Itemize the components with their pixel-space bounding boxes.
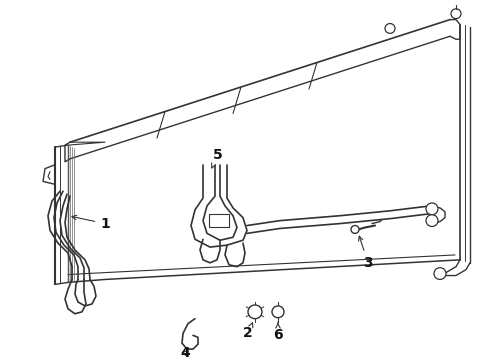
- Text: 3: 3: [359, 236, 373, 270]
- Circle shape: [385, 23, 395, 33]
- Circle shape: [272, 306, 284, 318]
- Text: 5: 5: [212, 148, 223, 168]
- Circle shape: [426, 203, 438, 215]
- Text: 2: 2: [243, 323, 253, 341]
- Text: 4: 4: [180, 346, 190, 360]
- Circle shape: [248, 305, 262, 319]
- Circle shape: [426, 215, 438, 226]
- Circle shape: [434, 268, 446, 279]
- Text: 6: 6: [273, 323, 283, 342]
- Circle shape: [351, 225, 359, 233]
- Bar: [209, 214, 229, 228]
- Text: 1: 1: [72, 215, 110, 230]
